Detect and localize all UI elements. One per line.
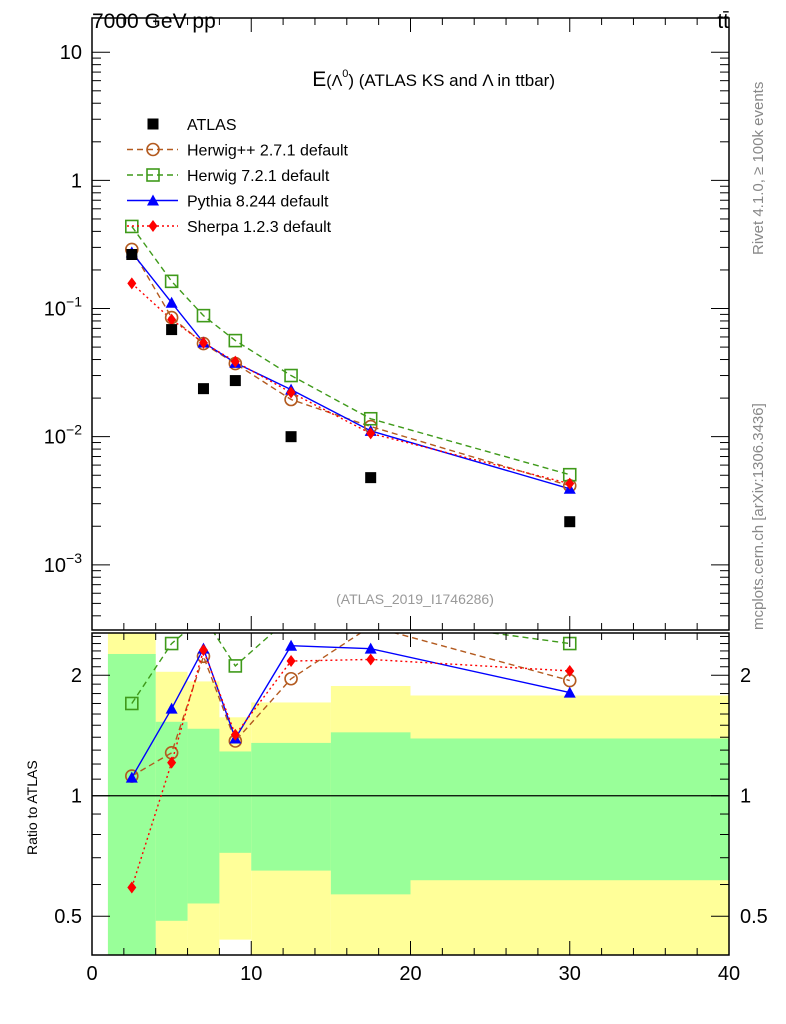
data-point	[165, 296, 178, 308]
mcplots-label: mcplots.cern.ch [arXiv:1306.3436]	[750, 403, 767, 630]
data-point	[365, 472, 377, 484]
series-line	[131, 251, 570, 490]
ratio-line-open-square	[131, 633, 570, 704]
data-point	[198, 336, 208, 349]
chart-title: E(Λ0) (ATLAS KS and Λ in ttbar)	[312, 68, 555, 91]
x-tick-label: 10	[240, 963, 262, 985]
data-point	[164, 274, 179, 289]
ratio-point	[285, 639, 298, 651]
green-uncertainty-band	[251, 742, 331, 871]
legend-label: ATLAS	[187, 117, 237, 134]
analysis-id: (ATLAS_2019_I1746286)	[336, 591, 494, 607]
legend-marker	[148, 220, 158, 232]
series-line	[131, 249, 570, 487]
ratio-point	[286, 655, 296, 668]
ratio-y-tick-label-right: 0.5	[740, 906, 768, 928]
green-uncertainty-band	[330, 732, 411, 895]
data-point	[285, 431, 297, 443]
legend-label: Herwig 7.2.1 default	[187, 168, 330, 185]
ratio-point	[165, 702, 178, 714]
main-frame	[91, 17, 730, 631]
legend-marker	[147, 194, 159, 206]
legend-label: Herwig++ 2.7.1 default	[187, 143, 349, 160]
data-point	[167, 313, 177, 326]
data-point	[286, 386, 296, 399]
process-label: tt̄	[717, 10, 729, 33]
green-uncertainty-band	[410, 738, 729, 881]
ratio-point	[565, 664, 575, 677]
green-uncertainty-band	[219, 751, 252, 853]
data-point	[565, 477, 575, 490]
ratio-point	[125, 696, 139, 711]
y-tick-label: 10−2	[44, 422, 82, 449]
x-tick-label: 20	[399, 963, 421, 985]
ratio-y-tick-label-right: 1	[740, 786, 751, 808]
rivet-label: Rivet 4.1.0, ≥ 100k events	[750, 82, 767, 255]
ratio-ylabel: Ratio to ATLAS	[24, 760, 40, 855]
legend-label: Pythia 8.244 default	[187, 194, 329, 211]
ratio-point	[284, 671, 298, 686]
data-point	[564, 516, 576, 528]
legend-label: Sherpa 1.2.3 default	[187, 219, 332, 236]
data-point	[284, 368, 298, 383]
y-tick-label: 10	[60, 42, 82, 64]
ratio-point	[125, 771, 138, 783]
legend-marker	[146, 142, 160, 157]
x-tick-label: 40	[718, 963, 740, 985]
data-point	[363, 411, 378, 426]
ratio-point	[198, 644, 208, 657]
ratio-y-tick-label: 0.5	[54, 906, 82, 928]
data-point	[366, 427, 376, 440]
data-point	[166, 324, 178, 336]
ratio-point	[164, 636, 179, 651]
green-uncertainty-band	[107, 653, 156, 955]
energy-label: 7000 GeV pp	[92, 10, 216, 33]
ratio-point	[563, 686, 576, 698]
data-point	[126, 249, 138, 261]
legend-marker	[147, 118, 159, 130]
legend-marker	[146, 168, 160, 182]
ratio-point	[127, 881, 137, 894]
green-uncertainty-band	[187, 728, 220, 904]
data-point	[228, 333, 243, 348]
ratio-y-tick-label: 2	[71, 665, 82, 687]
x-tick-label: 0	[86, 963, 97, 985]
ratio-point	[167, 756, 177, 769]
ratio-y-tick-label: 1	[71, 786, 82, 808]
ratio-point	[366, 653, 376, 666]
data-point	[229, 375, 241, 387]
y-tick-label: 10−3	[44, 550, 82, 577]
x-tick-label: 30	[559, 963, 581, 985]
data-point	[127, 277, 137, 290]
y-tick-label: 1	[71, 170, 82, 192]
ratio-point	[228, 659, 243, 673]
data-point	[230, 355, 240, 368]
green-uncertainty-band	[155, 721, 188, 921]
data-point	[196, 308, 211, 323]
series-line	[131, 226, 570, 476]
ratio-point	[364, 642, 377, 654]
ratio-y-tick-label-right: 2	[740, 665, 751, 687]
data-point	[197, 383, 209, 395]
ratio-point	[230, 728, 240, 741]
y-tick-label: 10−1	[44, 294, 82, 321]
